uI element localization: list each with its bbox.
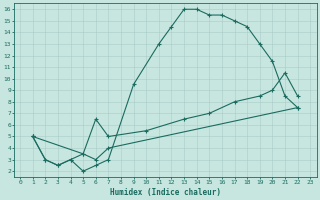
X-axis label: Humidex (Indice chaleur): Humidex (Indice chaleur) xyxy=(110,188,220,197)
